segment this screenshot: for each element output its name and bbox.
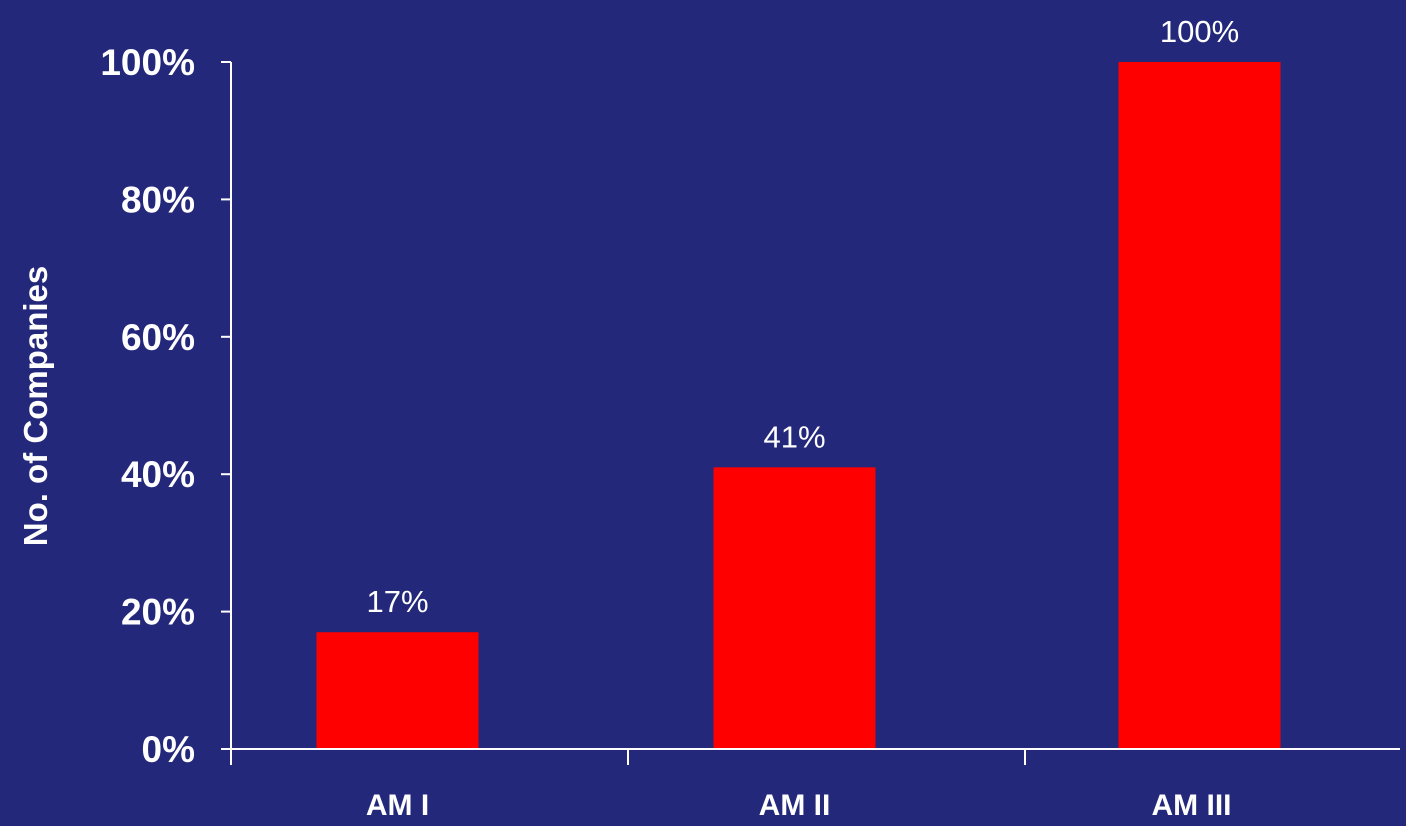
bars-layer: [316, 62, 1281, 749]
data-labels: 17% 41% 100%: [366, 14, 1239, 619]
bar-value-label: 100%: [1160, 14, 1239, 49]
x-category-label: AM III: [1152, 789, 1232, 822]
x-category-label: AM I: [366, 789, 429, 822]
x-ticks: AM I AM II AM III: [230, 749, 1232, 822]
axes-layer: [230, 62, 1400, 750]
y-tick-label: 20%: [121, 592, 195, 633]
y-axis-title: No. of Companies: [17, 266, 54, 547]
bar: [713, 467, 876, 749]
y-tick-label: 100%: [100, 42, 195, 83]
x-category-label: AM II: [759, 789, 831, 822]
bar: [1118, 62, 1281, 749]
bar-value-label: 17%: [366, 584, 428, 619]
y-tick-label: 60%: [121, 317, 195, 358]
y-tick-label: 0%: [142, 729, 195, 770]
y-tick-label: 80%: [121, 179, 195, 220]
y-ticks: 0% 20% 40% 60% 80% 100%: [100, 42, 231, 770]
bar: [316, 632, 479, 749]
bar-value-label: 41%: [763, 419, 825, 454]
y-tick-label: 40%: [121, 454, 195, 495]
